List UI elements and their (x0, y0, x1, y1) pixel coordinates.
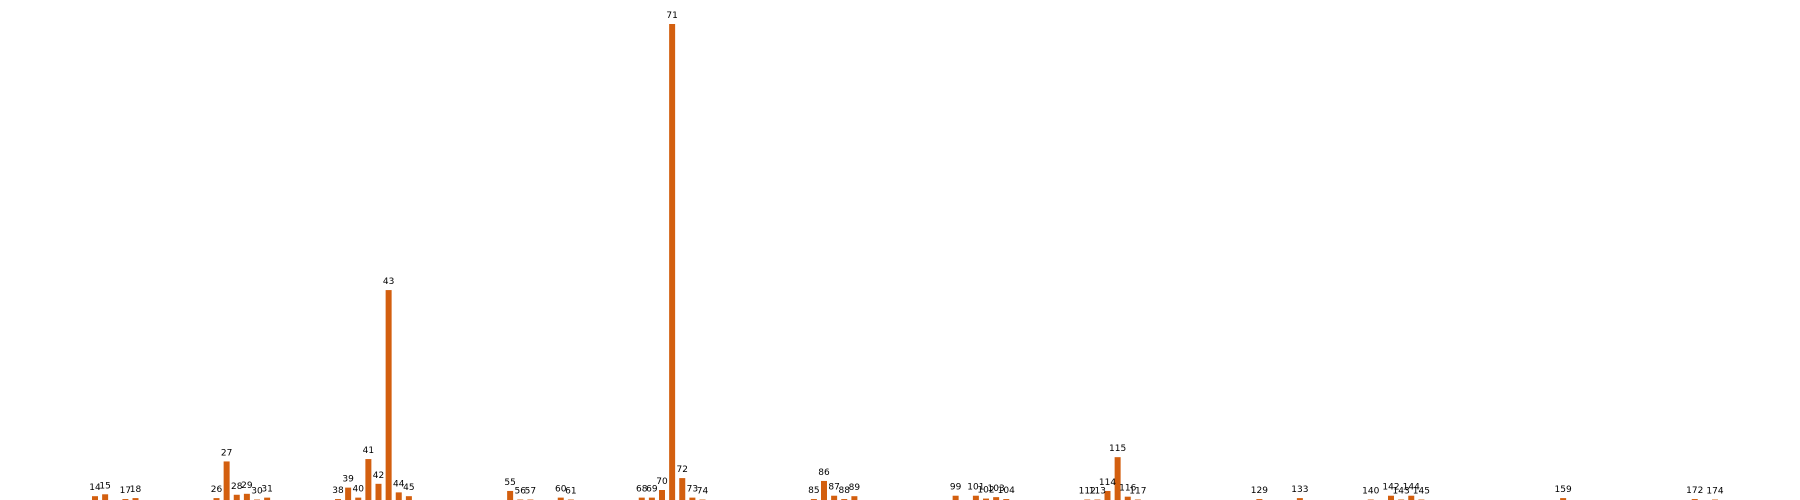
bar-label-43: 43 (383, 277, 394, 287)
bar-40 (355, 497, 362, 500)
bar-144 (1408, 495, 1415, 500)
bars-group (92, 24, 1718, 500)
bar-label-18: 18 (130, 485, 142, 495)
bar-label-172: 172 (1686, 486, 1703, 496)
bar-label-85: 85 (808, 486, 819, 496)
bar-116 (1124, 496, 1131, 500)
bar-26 (213, 498, 220, 500)
bar-89 (851, 496, 858, 500)
bar-label-87: 87 (828, 483, 839, 493)
bar-45 (405, 496, 412, 500)
bar-label-31: 31 (261, 485, 272, 495)
bar-70 (659, 490, 665, 500)
bar-label-40: 40 (353, 485, 365, 495)
bar-label-88: 88 (839, 486, 851, 496)
bar-31 (264, 497, 271, 500)
bar-label-60: 60 (555, 485, 567, 495)
bar-label-29: 29 (241, 481, 253, 491)
bar-101 (972, 495, 979, 500)
bar-label-86: 86 (818, 468, 830, 478)
bar-label-144: 144 (1403, 483, 1420, 493)
bar-label-73: 73 (687, 485, 698, 495)
bar-label-30: 30 (251, 487, 263, 497)
bar-14 (92, 496, 98, 500)
bar-29 (243, 493, 250, 500)
bar-39 (345, 487, 352, 500)
bar-label-41: 41 (363, 446, 374, 456)
bar-label-27: 27 (221, 448, 232, 458)
bar-label-142: 142 (1382, 483, 1399, 493)
bar-99 (952, 495, 959, 500)
bar-114 (1104, 490, 1111, 500)
bar-label-39: 39 (342, 475, 354, 485)
bar-label-115: 115 (1109, 444, 1126, 454)
bar-label-69: 69 (646, 485, 658, 495)
bar-label-89: 89 (849, 483, 861, 493)
bar-28 (233, 494, 240, 500)
bar-label-103: 103 (988, 484, 1005, 494)
bar-label-140: 140 (1362, 487, 1379, 497)
bar-label-55: 55 (504, 478, 515, 488)
bar-label-68: 68 (636, 485, 648, 495)
bar-label-143: 143 (1393, 487, 1410, 497)
bar-label-14: 14 (89, 483, 101, 493)
bar-label-116: 116 (1119, 484, 1136, 494)
bar-71 (669, 24, 676, 500)
bar-87 (831, 495, 838, 500)
bar-label-56: 56 (515, 487, 527, 497)
bar-label-15: 15 (99, 481, 110, 491)
bar-115 (1114, 457, 1121, 500)
bar-label-114: 114 (1099, 478, 1116, 488)
bar-label-42: 42 (373, 471, 384, 481)
bar-102 (983, 498, 989, 500)
bar-label-129: 129 (1251, 486, 1268, 496)
bar-133 (1296, 498, 1303, 500)
bar-103 (993, 497, 1000, 500)
bar-55 (507, 490, 514, 500)
bar-label-101: 101 (967, 483, 984, 493)
bar-label-112: 112 (1079, 487, 1096, 497)
bar-label-61: 61 (565, 487, 576, 497)
bar-label-71: 71 (666, 11, 677, 21)
bar-159 (1560, 498, 1567, 500)
bar-73 (689, 497, 696, 500)
bar-43 (385, 290, 392, 500)
bar-label-99: 99 (950, 483, 962, 493)
bar-86 (821, 480, 827, 500)
bar-142 (1388, 495, 1394, 500)
bar-60 (557, 497, 564, 500)
bar-label-159: 159 (1555, 485, 1572, 495)
bar-44 (395, 492, 402, 500)
bar-41 (365, 459, 372, 500)
bar-27 (223, 461, 230, 500)
bar-69 (648, 497, 655, 500)
bar-label-70: 70 (656, 477, 668, 487)
bar-label-102: 102 (977, 486, 994, 496)
bar-label-174: 174 (1706, 487, 1723, 497)
bar-label-57: 57 (525, 487, 536, 497)
bar-label-133: 133 (1291, 485, 1308, 495)
bar-label-145: 145 (1413, 487, 1430, 497)
bar-label-113: 113 (1089, 487, 1106, 497)
bar-label-26: 26 (211, 485, 223, 495)
bar-label-44: 44 (393, 479, 405, 489)
bar-label-17: 17 (120, 486, 131, 496)
bar-label-38: 38 (332, 486, 344, 496)
bar-68 (638, 497, 645, 500)
bar-15 (102, 494, 109, 500)
bar-label-117: 117 (1129, 487, 1146, 497)
bar-72 (679, 478, 686, 500)
bar-42 (375, 483, 382, 500)
bar-label-45: 45 (403, 483, 414, 493)
bar-label-28: 28 (231, 482, 243, 492)
bar-label-74: 74 (697, 487, 709, 497)
bar-label-104: 104 (998, 486, 1015, 496)
bar-label-72: 72 (677, 465, 688, 475)
bar-18 (132, 498, 139, 500)
